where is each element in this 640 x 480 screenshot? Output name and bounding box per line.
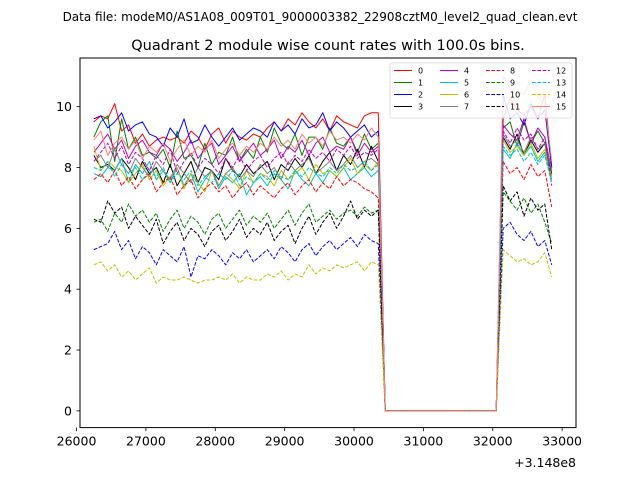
- y-axis: 0 2 4 6 8 10: [56, 99, 80, 418]
- y-tick-label: 6: [64, 221, 72, 236]
- legend-label-11: 11: [510, 103, 520, 112]
- legend-label-1: 1: [418, 79, 423, 88]
- legend-label-4: 4: [464, 67, 469, 76]
- series-line-10: [93, 221, 553, 412]
- legend-label-10: 10: [510, 91, 520, 100]
- legend-label-8: 8: [510, 67, 515, 76]
- x-tick-label: 28000: [195, 434, 235, 449]
- y-tick-label: 0: [64, 403, 72, 418]
- plot-area: [93, 75, 553, 412]
- series-line-15: [93, 75, 553, 412]
- y-tick-label: 8: [64, 160, 72, 175]
- y-tick-label: 4: [64, 282, 72, 297]
- y-tick-label: 10: [56, 99, 72, 114]
- x-tick-label: 31000: [404, 434, 444, 449]
- legend-label-15: 15: [556, 103, 566, 112]
- legend-label-0: 0: [418, 67, 423, 76]
- legend-label-13: 13: [556, 79, 566, 88]
- x-offset-label: +3.148e8: [514, 455, 576, 470]
- suptitle: Data file: modeM0/AS1A08_009T01_90000033…: [63, 10, 578, 24]
- legend-label-3: 3: [418, 103, 423, 112]
- y-tick-label: 2: [64, 343, 72, 358]
- chart-title: Quadrant 2 module wise count rates with …: [131, 38, 525, 54]
- x-tick-label: 29000: [265, 434, 305, 449]
- legend-label-7: 7: [464, 103, 469, 112]
- x-tick-label: 26000: [57, 434, 97, 449]
- legend-label-9: 9: [510, 79, 515, 88]
- legend-box: [389, 62, 573, 119]
- legend-label-14: 14: [556, 91, 566, 100]
- legend-label-2: 2: [418, 91, 423, 100]
- legend-label-5: 5: [464, 79, 469, 88]
- x-tick-label: 27000: [126, 434, 166, 449]
- axes-frame: [79, 57, 577, 429]
- x-tick-label: 32000: [473, 434, 513, 449]
- series-line-14: [93, 249, 553, 412]
- legend-label-12: 12: [556, 67, 566, 76]
- x-axis: 26000 27000 28000 29000 30000 31000 32000 33000: [57, 427, 582, 449]
- x-tick-label: 33000: [542, 434, 582, 449]
- legend-label-6: 6: [464, 91, 469, 100]
- x-tick-label: 30000: [334, 434, 374, 449]
